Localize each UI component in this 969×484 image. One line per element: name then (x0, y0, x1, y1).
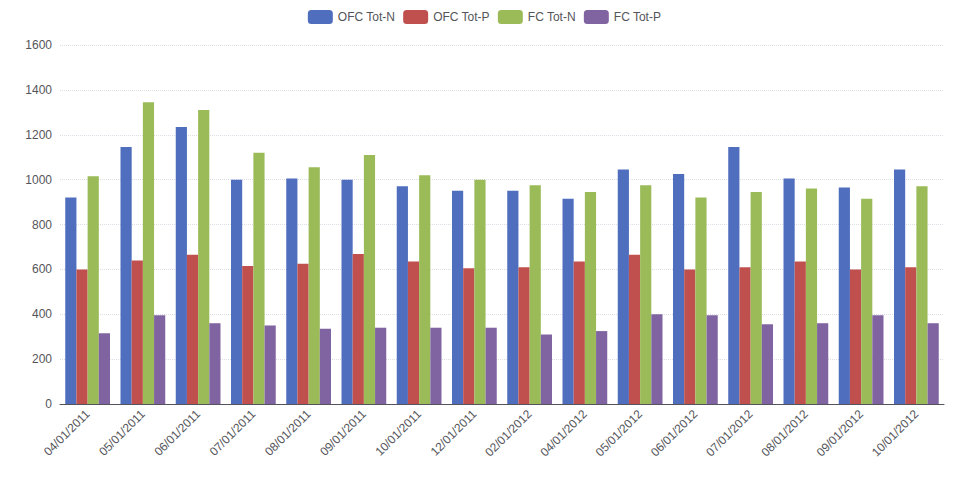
svg-text:05/01/2011: 05/01/2011 (96, 407, 148, 459)
svg-text:1000: 1000 (25, 173, 52, 187)
svg-text:800: 800 (32, 218, 52, 232)
svg-text:FC Tot-N: FC Tot-N (528, 10, 576, 24)
svg-text:10/01/2012: 10/01/2012 (869, 407, 922, 460)
svg-text:09/01/2012: 09/01/2012 (814, 407, 867, 460)
svg-text:OFC Tot-N: OFC Tot-N (338, 10, 395, 24)
svg-text:1400: 1400 (25, 83, 52, 97)
svg-text:04/01/2011: 04/01/2011 (41, 407, 93, 459)
svg-text:12/01/2011: 12/01/2011 (428, 407, 480, 459)
svg-text:400: 400 (32, 307, 52, 321)
svg-text:07/01/2012: 07/01/2012 (703, 407, 756, 460)
svg-text:OFC Tot-P: OFC Tot-P (433, 10, 489, 24)
svg-text:04/01/2012: 04/01/2012 (538, 407, 591, 460)
svg-text:06/01/2011: 06/01/2011 (151, 407, 203, 459)
svg-text:07/01/2011: 07/01/2011 (207, 407, 259, 459)
svg-text:600: 600 (32, 262, 52, 276)
svg-text:08/01/2011: 08/01/2011 (262, 407, 314, 459)
svg-text:200: 200 (32, 352, 52, 366)
svg-text:02/01/2012: 02/01/2012 (482, 407, 535, 460)
svg-text:FC Tot-P: FC Tot-P (614, 10, 661, 24)
svg-text:0: 0 (45, 397, 52, 411)
svg-text:08/01/2012: 08/01/2012 (759, 407, 812, 460)
svg-text:10/01/2011: 10/01/2011 (372, 407, 424, 459)
svg-text:06/01/2012: 06/01/2012 (648, 407, 701, 460)
svg-text:1600: 1600 (25, 38, 52, 52)
svg-text:1200: 1200 (25, 128, 52, 142)
svg-text:09/01/2011: 09/01/2011 (317, 407, 369, 459)
svg-text:05/01/2012: 05/01/2012 (593, 407, 646, 460)
